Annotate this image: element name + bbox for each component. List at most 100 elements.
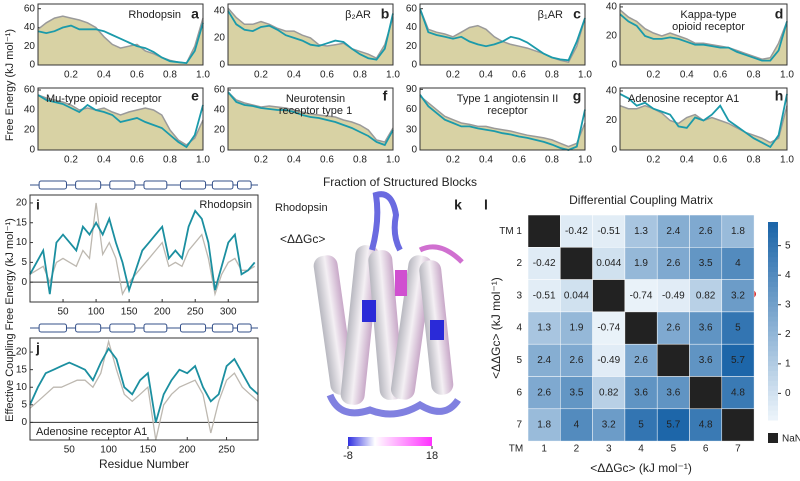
heatmap-cell <box>592 279 626 313</box>
x-tick-label: 0.2 <box>64 155 78 166</box>
colorbar-label: 2 <box>785 329 791 340</box>
y-tick-label: 20 <box>16 198 28 209</box>
x-tick-label: 0.4 <box>680 70 694 81</box>
x-tick-label: 150 <box>121 307 138 318</box>
colorbar-step <box>768 311 778 317</box>
cell-label: -0.49 <box>662 290 685 301</box>
panel-letter: j <box>35 340 40 356</box>
y-tick-label: 60 <box>214 85 226 96</box>
helix-box <box>211 180 234 190</box>
x-tick-label: 0.8 <box>545 155 559 166</box>
line <box>29 346 259 423</box>
colorbar-step <box>768 286 778 292</box>
colorbar-step <box>768 415 778 421</box>
colorbar-step <box>768 370 778 376</box>
y-tick-label: 20 <box>606 115 618 126</box>
heatmap-cell <box>592 214 626 248</box>
line <box>37 22 204 65</box>
line <box>619 13 788 62</box>
x-tick-label: 100 <box>100 445 117 456</box>
colorbar-step <box>768 291 778 297</box>
panel-title: Adenosine receptor A1 <box>628 93 739 105</box>
heatmap-cell <box>689 214 723 248</box>
x-tick-label: 0.6 <box>713 70 727 81</box>
x-tick-label: 0.6 <box>130 155 144 166</box>
heatmap-cell <box>721 311 755 345</box>
colorbar-step <box>768 355 778 362</box>
x-tick-label: 0.8 <box>545 70 559 81</box>
helix-box <box>75 323 102 333</box>
cell-label: -0.42 <box>565 226 588 237</box>
helix-box <box>143 323 168 333</box>
cell-label: 1.3 <box>634 226 648 237</box>
x-tick-label: 0.8 <box>747 155 761 166</box>
y-tick-label: 40 <box>606 2 618 13</box>
colorbar <box>348 437 432 446</box>
line <box>419 94 586 151</box>
y-tick-label: 60 <box>24 3 36 14</box>
heatmap-cell <box>560 214 593 248</box>
colorbar-step <box>768 281 778 287</box>
x-tick-label: 0.8 <box>353 70 367 81</box>
area-outline <box>419 95 586 148</box>
plot-frame <box>419 87 586 151</box>
panel-title: Type 1 angiotensin II <box>457 93 559 105</box>
x-tick-label: 0.2 <box>646 70 660 81</box>
heatmap-cell <box>592 343 626 377</box>
area <box>228 8 393 66</box>
cell-label: 2.4 <box>537 355 551 366</box>
colorbar-step <box>768 400 778 406</box>
colorbar-step <box>768 321 778 327</box>
plot-frame <box>37 87 204 151</box>
panel-title: Rhodopsin <box>275 202 328 214</box>
cell-label: -0.42 <box>533 258 556 269</box>
x-tick-label: 0.4 <box>97 70 111 81</box>
x-tick-label: 0.6 <box>512 70 526 81</box>
y-tick-label: 15 <box>16 364 28 375</box>
x-tick-label: 300 <box>220 307 237 318</box>
y-tick-label: 20 <box>214 33 226 44</box>
y-tick-label: 0 <box>411 60 417 71</box>
colorbar-step <box>768 340 778 347</box>
area <box>620 9 787 66</box>
x-tick-label: 1.0 <box>386 155 400 166</box>
cell-label: -0.51 <box>597 226 620 237</box>
y-tick-label: 20 <box>214 125 226 136</box>
x-tick-label: 100 <box>88 307 105 318</box>
panel-letter: b <box>381 6 390 22</box>
y-tick-label: 20 <box>24 41 36 52</box>
colorbar-step <box>768 301 778 307</box>
helix-box <box>143 180 168 190</box>
colorbar-step <box>768 306 778 312</box>
x-tick-label: 0.2 <box>64 70 78 81</box>
panel-letter: d <box>775 6 784 22</box>
cell-label: 3.5 <box>699 258 713 269</box>
cell-label: 5.7 <box>731 355 745 366</box>
x-tick-label: 0.6 <box>713 155 727 166</box>
x-tick-label: 0.4 <box>479 155 493 166</box>
heatmap-cell <box>656 279 690 313</box>
x-tick-label: 0.2 <box>446 155 460 166</box>
cell-label: 3.6 <box>699 323 713 334</box>
cell-label: 2.6 <box>666 258 680 269</box>
x-tick-label: 0.2 <box>446 70 460 81</box>
colorbar-step <box>768 385 778 391</box>
plot-frame <box>619 3 788 66</box>
x-tick-label: 0.2 <box>254 155 268 166</box>
heatmap-cell <box>527 343 561 377</box>
protein-structure <box>313 191 464 418</box>
row-label: 4 <box>516 323 522 334</box>
line <box>227 10 394 61</box>
heatmap-cell <box>592 408 626 442</box>
x-tick-label: 0.8 <box>353 155 367 166</box>
cell-label: 1.3 <box>537 323 551 334</box>
y-tick-label: 15 <box>16 217 28 228</box>
cell-label: 2.6 <box>569 355 583 366</box>
plot-frame <box>29 194 259 303</box>
panel-letter: h <box>775 88 784 104</box>
y-tick-label: 5 <box>21 257 27 268</box>
panel-letter: g <box>573 88 582 104</box>
y-tick-label: 20 <box>24 125 36 136</box>
x-tick-label: 0.4 <box>97 155 111 166</box>
heatmap-cell <box>689 408 723 442</box>
